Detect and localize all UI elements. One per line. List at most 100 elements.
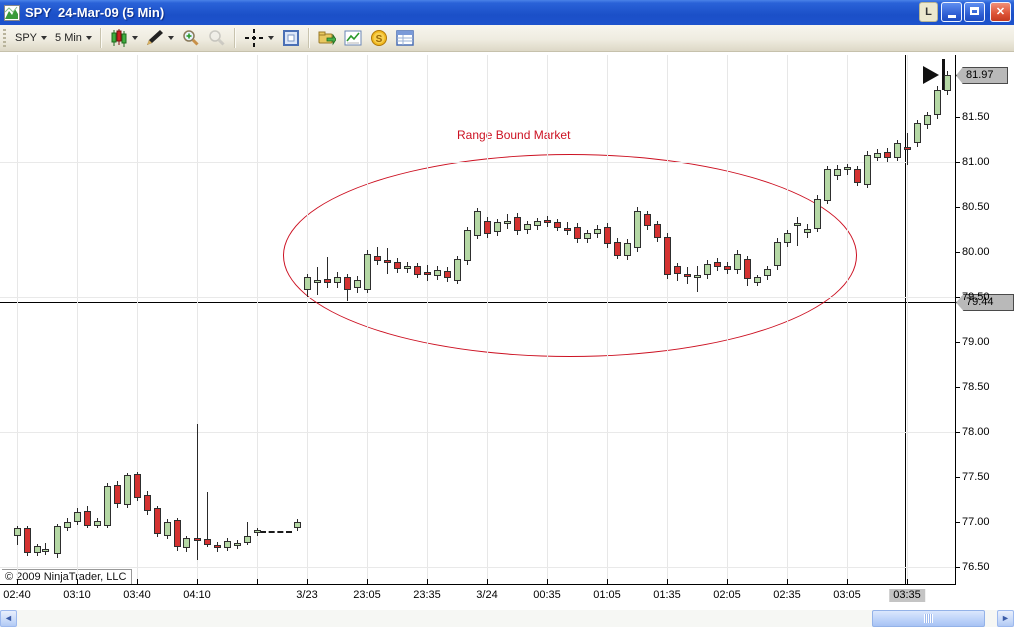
last-bar-marker-icon bbox=[923, 66, 939, 84]
zoom-out-button bbox=[204, 27, 230, 49]
candle-body bbox=[724, 266, 731, 270]
crosshair-button[interactable] bbox=[240, 27, 278, 49]
candle-body bbox=[304, 277, 311, 290]
range-ellipse-annotation[interactable] bbox=[283, 154, 857, 357]
candle-body bbox=[514, 217, 521, 231]
horizontal-gridline bbox=[0, 162, 955, 163]
candle-body bbox=[34, 546, 41, 553]
price-axis-label: 81.50 bbox=[962, 111, 990, 123]
crosshair-vertical-line bbox=[905, 55, 906, 584]
price-axis-tick bbox=[955, 522, 960, 523]
candle-body bbox=[904, 147, 911, 150]
chart-style-button[interactable] bbox=[106, 27, 142, 49]
candle-body bbox=[524, 224, 531, 230]
candle-body bbox=[124, 475, 131, 505]
close-button[interactable]: ✕ bbox=[990, 2, 1011, 22]
candle-body bbox=[504, 221, 511, 224]
price-axis-label: 80.00 bbox=[962, 246, 990, 258]
vertical-gridline bbox=[667, 55, 668, 584]
price-axis-tick bbox=[955, 567, 960, 568]
time-axis-tick bbox=[547, 579, 548, 584]
price-axis-label: 78.50 bbox=[962, 381, 990, 393]
crosshair-price-tag: 79.44 bbox=[956, 294, 1014, 311]
time-axis-tick bbox=[257, 579, 258, 584]
candle-body bbox=[564, 228, 571, 231]
scrollbar-thumb[interactable] bbox=[872, 610, 985, 627]
price-axis-label: 78.00 bbox=[962, 426, 990, 438]
zoom-out-icon bbox=[209, 30, 225, 46]
candle-wick bbox=[797, 217, 798, 246]
price-axis-tick bbox=[955, 387, 960, 388]
candle-body bbox=[794, 223, 801, 226]
vertical-gridline bbox=[197, 55, 198, 584]
time-axis-tick bbox=[17, 579, 18, 584]
time-axis-tick bbox=[307, 579, 308, 584]
candle-body bbox=[294, 522, 301, 528]
pencil-icon bbox=[146, 30, 163, 45]
candle-body bbox=[164, 522, 171, 536]
candle-wick bbox=[207, 492, 208, 547]
time-axis-tick bbox=[77, 579, 78, 584]
candle-body bbox=[354, 280, 361, 288]
candle-body bbox=[844, 167, 851, 170]
maximize-button[interactable] bbox=[964, 2, 985, 22]
candle-body bbox=[944, 75, 951, 91]
time-axis-label: 03:10 bbox=[63, 589, 91, 601]
link-button[interactable]: L bbox=[919, 2, 938, 22]
candle-body bbox=[574, 227, 581, 239]
window-title: SPY 24-Mar-09 (5 Min) bbox=[25, 5, 165, 20]
scroll-left-arrow-icon[interactable]: ◄ bbox=[0, 610, 17, 627]
time-axis-label: 01:05 bbox=[593, 589, 621, 601]
time-axis-tick bbox=[727, 579, 728, 584]
toolbar-separator bbox=[99, 28, 102, 48]
candle-body bbox=[464, 230, 471, 261]
time-axis-label: 02:35 bbox=[773, 589, 801, 601]
instrument-selector[interactable]: SPY bbox=[11, 27, 51, 49]
chart-trader-button[interactable] bbox=[314, 27, 340, 49]
time-axis-label: 00:35 bbox=[533, 589, 561, 601]
horizontal-scrollbar[interactable]: ◄ ► bbox=[0, 610, 1014, 627]
candle-body bbox=[214, 545, 221, 548]
horizontal-gridline bbox=[0, 297, 955, 298]
strategies-button[interactable]: S bbox=[366, 27, 392, 49]
chart-plot-area[interactable]: Range Bound Market 81.97 79.44 © 2009 Ni… bbox=[0, 52, 1014, 608]
candle-body bbox=[54, 526, 61, 554]
candle-body bbox=[614, 242, 621, 256]
properties-button[interactable] bbox=[392, 27, 418, 49]
chart-trader-icon bbox=[318, 31, 336, 46]
candle-body bbox=[454, 259, 461, 281]
candle-body bbox=[374, 256, 381, 261]
candle-body bbox=[254, 530, 261, 533]
candle-body bbox=[74, 512, 81, 522]
candle-body bbox=[394, 262, 401, 269]
price-axis-tick bbox=[955, 297, 960, 298]
interval-selector[interactable]: 5 Min bbox=[51, 27, 96, 49]
title-bar[interactable]: SPY 24-Mar-09 (5 Min) L ✕ bbox=[0, 0, 1014, 25]
data-box-button[interactable] bbox=[278, 27, 304, 49]
zoom-in-button[interactable] bbox=[178, 27, 204, 49]
price-axis-label: 76.50 bbox=[962, 561, 990, 573]
drawing-tools-button[interactable] bbox=[142, 27, 178, 49]
time-axis-tick bbox=[367, 579, 368, 584]
time-axis-line bbox=[0, 584, 956, 585]
indicators-button[interactable] bbox=[340, 27, 366, 49]
annotation-label[interactable]: Range Bound Market bbox=[457, 128, 571, 142]
interval-label: 5 Min bbox=[55, 32, 82, 44]
toolbar-grip[interactable] bbox=[3, 29, 6, 47]
price-axis-label: 77.00 bbox=[962, 516, 990, 528]
chevron-down-icon bbox=[41, 36, 48, 40]
candle-body bbox=[934, 90, 941, 115]
candle-body bbox=[114, 485, 121, 504]
candle-body bbox=[764, 269, 771, 276]
candle-body bbox=[534, 221, 541, 226]
candle-body bbox=[864, 155, 871, 185]
minimize-button[interactable] bbox=[941, 2, 962, 22]
candle-body bbox=[644, 214, 651, 226]
time-axis-tick bbox=[787, 579, 788, 584]
candle-body bbox=[324, 279, 331, 283]
scroll-right-arrow-icon[interactable]: ► bbox=[997, 610, 1014, 627]
candle-body bbox=[183, 538, 190, 548]
candle-body bbox=[364, 254, 371, 290]
candle-body bbox=[424, 272, 431, 275]
vertical-gridline bbox=[547, 55, 548, 584]
